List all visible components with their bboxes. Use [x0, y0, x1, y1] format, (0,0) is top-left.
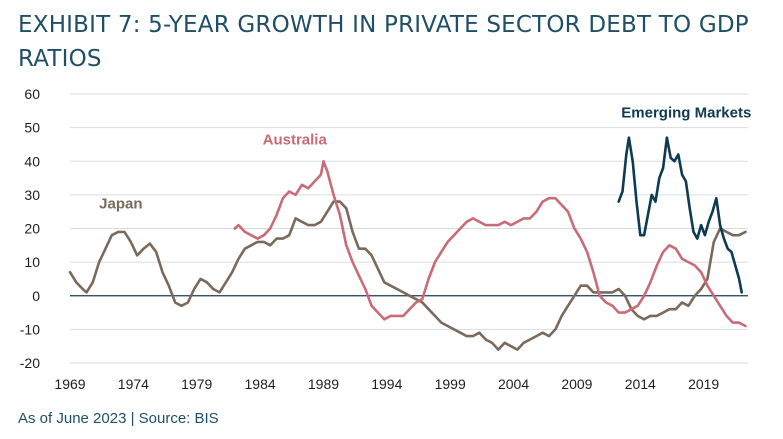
series-labels: Japan Australia Emerging Markets [99, 105, 751, 213]
y-tick-label: 0 [32, 288, 40, 304]
y-tick-label: 10 [24, 254, 40, 270]
y-tick-label: -20 [20, 355, 40, 371]
series-line-japan [68, 200, 747, 351]
x-tick-label: 2014 [625, 376, 656, 392]
series-label-emerging-markets: Emerging Markets [621, 105, 751, 122]
x-tick-label: 2019 [688, 376, 719, 392]
y-tick-label: 60 [24, 86, 40, 102]
series-label-japan: Japan [99, 195, 142, 212]
chart-title: EXHIBIT 7: 5-YEAR GROWTH IN PRIVATE SECT… [18, 12, 749, 72]
x-tick-label: 1989 [308, 376, 339, 392]
series-layer [68, 136, 747, 351]
y-tick-label: 40 [24, 153, 40, 169]
y-tick-label: -10 [20, 321, 40, 337]
x-axis-ticks: 1969 1974 1979 1984 1989 1994 1999 2004 2009 2014… [54, 376, 719, 392]
x-tick-label: 1974 [118, 376, 149, 392]
x-tick-label: 1984 [245, 376, 276, 392]
x-tick-label: 1979 [181, 376, 212, 392]
x-tick-label: 1969 [54, 376, 85, 392]
x-tick-label: 1994 [371, 376, 402, 392]
series-line-emerging-markets [617, 136, 743, 294]
series-line-australia [233, 160, 747, 328]
y-axis-ticks: 60 50 40 30 20 10 0 -10 -20 [20, 86, 40, 371]
y-tick-label: 20 [24, 221, 40, 237]
y-tick-label: 30 [24, 187, 40, 203]
x-tick-label: 2009 [561, 376, 592, 392]
x-tick-label: 1999 [435, 376, 466, 392]
series-label-australia: Australia [263, 131, 328, 148]
y-tick-label: 50 [24, 120, 40, 136]
source-footnote: As of June 2023 | Source: BIS [18, 410, 219, 427]
x-tick-label: 2004 [498, 376, 529, 392]
